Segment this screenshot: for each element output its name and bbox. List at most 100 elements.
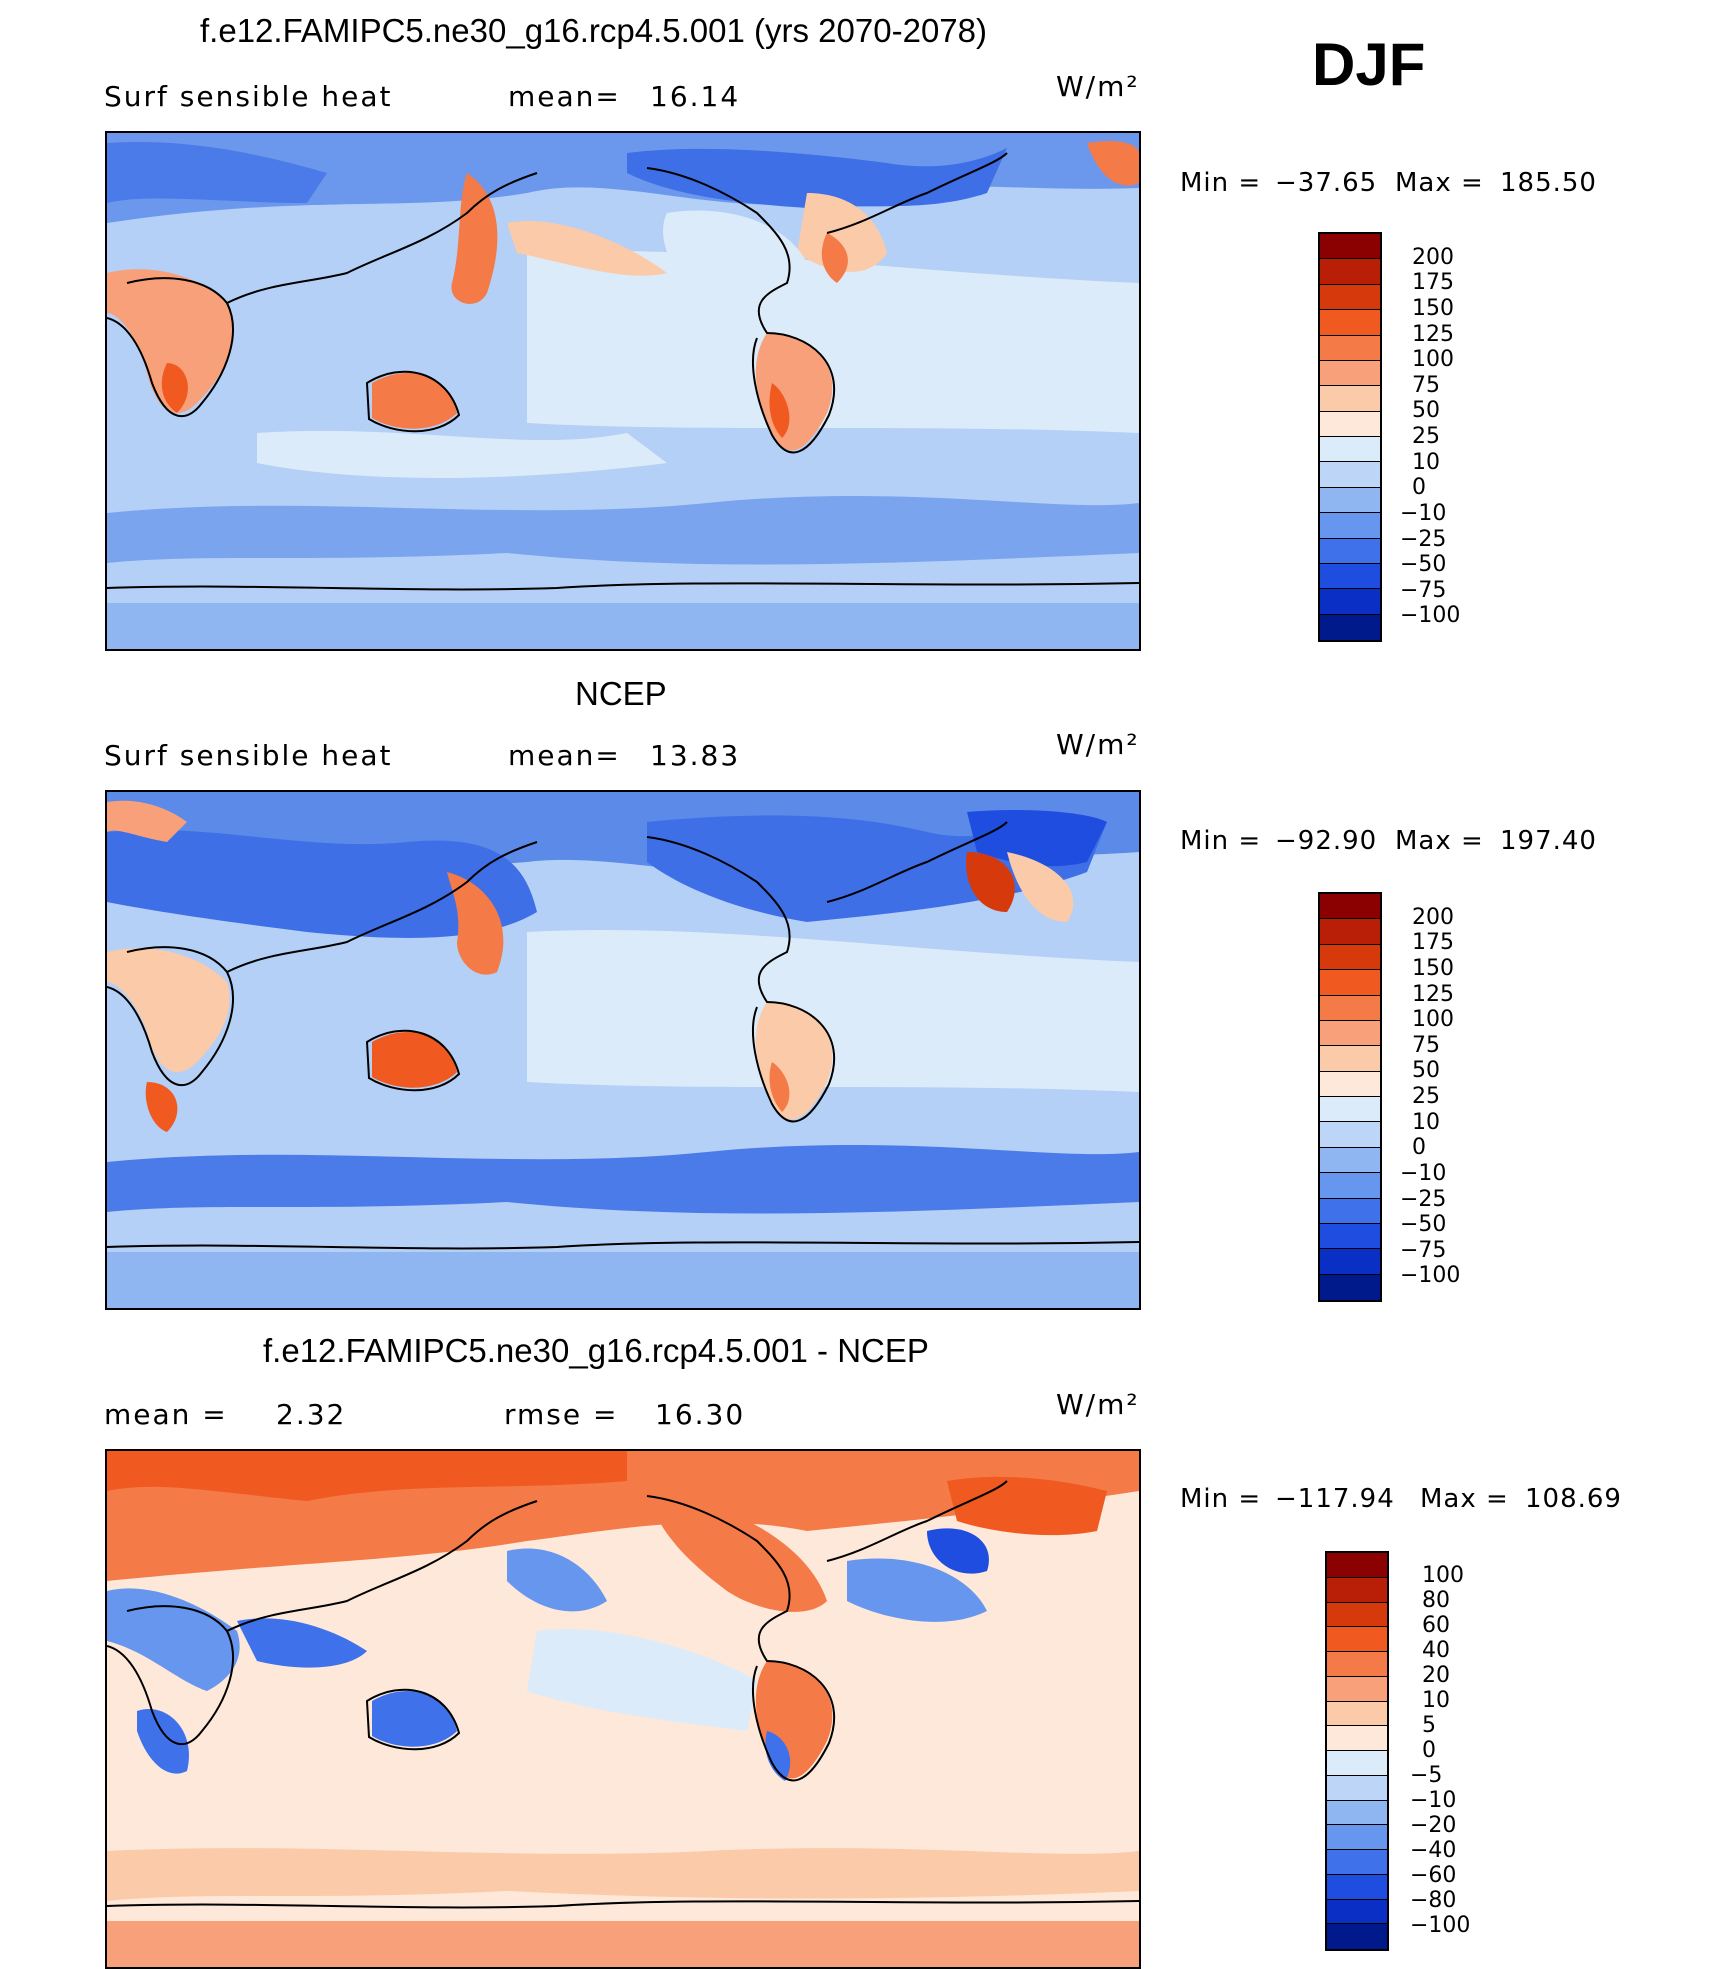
colorbar-box [1320,1020,1380,1047]
colorbar-tick-label: 0 [1412,1135,1426,1161]
map-obs [105,790,1141,1310]
colorbar-tick-label: −50 [1400,1212,1447,1238]
variable-label-obs: Surf sensible heat [104,739,393,772]
colorbar-tick-label: 10 [1422,1688,1450,1713]
mean-value-model: 16.14 [650,80,741,113]
colorbar-labels-model: 200 175 150 125 100 75 50 25 10 0 −10 −25 −50 −75 −100 [1400,232,1480,642]
colorbar-box [1320,310,1380,336]
min-value-model: −37.65 [1275,168,1378,198]
colorbar-tick-label: 100 [1412,1007,1454,1033]
colorbar-box [1320,1046,1380,1072]
colorbar-box [1320,437,1380,463]
colorbar-box [1327,1850,1387,1875]
colorbar-box [1320,462,1380,488]
colorbar-box [1327,1751,1387,1776]
colorbar-tick-label: 50 [1412,398,1440,424]
mean-value-obs: 13.83 [650,739,741,772]
colorbar-box [1320,513,1380,539]
units-label-model: W/m² [1056,70,1140,103]
colorbar-tick-label: −5 [1410,1763,1443,1788]
colorbar-tick-label: 60 [1422,1613,1450,1638]
colorbar-tick-label: 10 [1412,449,1440,475]
colorbar-box [1320,614,1380,640]
colorbar-box [1320,1147,1380,1174]
colorbar-tick-label: 175 [1412,930,1454,956]
mean-label-diff: mean = [104,1398,228,1431]
colorbar-box [1320,335,1380,361]
colorbar-tick-label: 50 [1412,1058,1440,1084]
colorbar-labels-obs: 200 175 150 125 100 75 50 25 10 0 −10 −25 −50 −75 −100 [1400,892,1480,1302]
colorbar-tick-label: −10 [1400,1160,1447,1186]
colorbar-box [1327,1726,1387,1751]
colorbar-box [1327,1652,1387,1677]
colorbar-tick-label: 0 [1412,475,1426,501]
panel-title-model: f.e12.FAMIPC5.ne30_g16.rcp4.5.001 (yrs 2… [200,12,987,49]
colorbar-tick-label: 125 [1412,321,1454,347]
map-model [105,131,1141,651]
colorbar-tick-label: −50 [1400,552,1447,578]
colorbar-box [1320,234,1380,260]
colorbar-tick-label: 75 [1412,1032,1440,1058]
panel-title-diff: f.e12.FAMIPC5.ne30_g16.rcp4.5.001 - NCEP [263,1332,929,1369]
colorbar-tick-label: 175 [1412,270,1454,296]
colorbar-tick-label: 100 [1412,347,1454,373]
panel-title-obs: NCEP [575,675,667,712]
colorbar-labels-diff: 100 80 60 40 20 10 5 0 −5 −10 −20 −40 −60 −80 −100 [1410,1551,1490,1951]
colorbar-diff [1325,1551,1389,1951]
colorbar-box [1320,1249,1380,1275]
colorbar-box [1320,1071,1380,1097]
min-label-obs: Min = [1180,826,1262,856]
colorbar-tick-label: −60 [1410,1863,1457,1888]
colorbar-box [1327,1553,1387,1578]
colorbar-tick-label: −100 [1410,1913,1471,1938]
colorbar-tick-label: 25 [1412,1084,1440,1109]
rmse-value-diff: 16.30 [655,1398,746,1431]
colorbar-tick-label: −25 [1400,1186,1447,1212]
variable-label-model: Surf sensible heat [104,80,393,113]
colorbar-box [1320,538,1380,564]
colorbar-box [1320,970,1380,996]
max-label-diff: Max = [1420,1484,1509,1514]
colorbar-tick-label: 25 [1412,424,1440,449]
colorbar-tick-label: 150 [1412,295,1454,321]
colorbar-tick-label: −20 [1410,1813,1457,1838]
colorbar-box [1320,259,1380,285]
max-label-obs: Max = [1395,826,1484,856]
colorbar-box [1327,1874,1387,1900]
colorbar-tick-label: 150 [1412,955,1454,981]
colorbar-tick-label: −100 [1400,603,1461,629]
max-value-diff: 108.69 [1525,1484,1622,1514]
colorbar-tick-label: −10 [1400,500,1447,526]
colorbar-box [1320,894,1380,920]
colorbar-obs [1318,892,1382,1302]
map-diff [105,1449,1141,1969]
colorbar-tick-label: 125 [1412,981,1454,1007]
colorbar-box [1327,1775,1387,1801]
max-label-model: Max = [1395,168,1484,198]
colorbar-box [1320,284,1380,311]
max-value-obs: 197.40 [1500,826,1597,856]
min-value-diff: −117.94 [1275,1484,1395,1514]
min-label-model: Min = [1180,168,1262,198]
colorbar-tick-label: 100 [1422,1563,1464,1588]
colorbar-box [1327,1627,1387,1652]
colorbar-tick-label: −100 [1400,1263,1461,1289]
colorbar-box [1327,1676,1387,1702]
colorbar-box [1320,1122,1380,1148]
colorbar-box [1327,1899,1387,1925]
colorbar-tick-label: 5 [1422,1713,1436,1738]
colorbar-tick-label: 20 [1422,1663,1450,1688]
colorbar-tick-label: 75 [1412,372,1440,398]
colorbar-box [1327,1577,1387,1603]
colorbar-box [1320,995,1380,1021]
colorbar-tick-label: 40 [1422,1638,1450,1663]
colorbar-box [1320,563,1380,590]
colorbar-box [1327,1924,1387,1949]
colorbar-tick-label: −75 [1400,1237,1447,1263]
colorbar-tick-label: −80 [1410,1888,1457,1913]
colorbar-tick-label: 0 [1422,1738,1436,1763]
colorbar-tick-label: −10 [1410,1788,1457,1813]
colorbar-box [1327,1825,1387,1850]
colorbar-box [1320,386,1380,412]
colorbar-box [1320,487,1380,514]
